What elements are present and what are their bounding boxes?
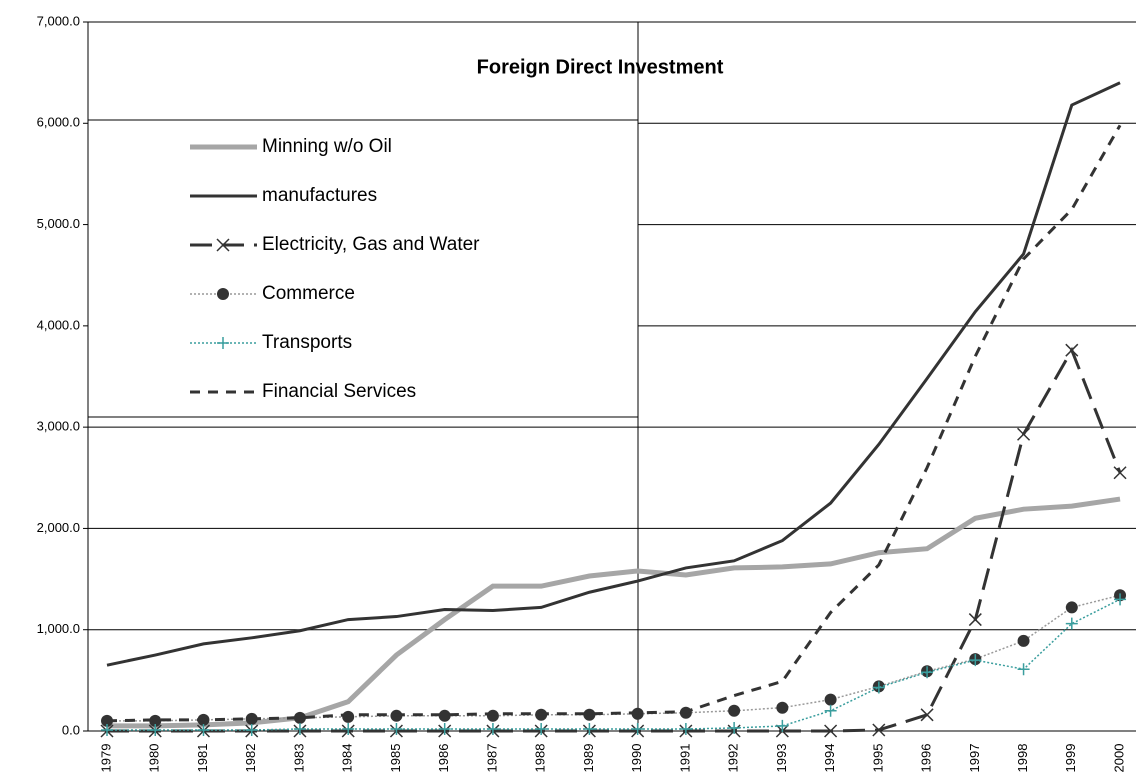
marker	[342, 710, 355, 723]
legend-label: Commerce	[262, 283, 355, 304]
marker	[342, 722, 355, 735]
legend-label: manufactures	[262, 185, 377, 206]
marker	[293, 722, 306, 735]
x-tick-label: 1980	[147, 744, 162, 773]
x-tick-label: 1992	[726, 744, 741, 773]
marker	[438, 722, 451, 735]
marker	[1114, 593, 1127, 606]
x-tick-label: 1986	[436, 744, 451, 773]
marker	[149, 723, 162, 736]
marker	[969, 654, 982, 667]
x-tick-label: 1989	[581, 744, 596, 773]
marker	[728, 704, 741, 717]
marker	[438, 709, 451, 722]
marker	[872, 723, 886, 737]
marker	[1065, 617, 1078, 630]
x-tick-label: 1996	[919, 744, 934, 773]
marker	[824, 704, 837, 717]
legend-box	[87, 119, 639, 418]
x-tick-label: 1999	[1063, 744, 1078, 773]
legend-label: Electricity, Gas and Water	[262, 234, 480, 255]
marker	[486, 709, 499, 722]
y-tick-label: 1,000.0	[37, 621, 80, 636]
x-tick-label: 1983	[291, 744, 306, 773]
marker	[245, 723, 258, 736]
marker	[583, 722, 596, 735]
marker	[824, 693, 837, 706]
series-line	[106, 124, 1122, 723]
plot	[100, 81, 1127, 738]
x-tick-label: 1985	[388, 744, 403, 773]
x-tick-label: 1991	[677, 744, 692, 773]
marker	[197, 723, 210, 736]
y-tick-label: 0.0	[62, 722, 80, 737]
marker	[920, 708, 934, 722]
marker	[968, 613, 982, 627]
x-tick-label: 1987	[484, 744, 499, 773]
marker	[217, 337, 229, 349]
series-line	[107, 598, 1121, 731]
x-tick-label: 1997	[967, 744, 982, 773]
marker	[728, 721, 741, 734]
marker	[1065, 343, 1079, 357]
x-tick-label: 2000	[1111, 744, 1126, 773]
series-line	[107, 496, 1121, 729]
y-tick-label: 5,000.0	[37, 216, 80, 231]
marker	[217, 288, 229, 300]
x-tick-label: 1982	[243, 744, 258, 773]
marker	[293, 711, 306, 724]
marker	[1113, 466, 1127, 480]
marker	[776, 719, 789, 732]
legend-label: Transports	[262, 332, 352, 353]
marker	[583, 708, 596, 721]
x-tick-label: 1995	[870, 744, 885, 773]
marker	[679, 722, 692, 735]
y-tick-label: 6,000.0	[37, 115, 80, 130]
chart-title: Foreign Direct Investment	[477, 56, 724, 78]
marker	[631, 722, 644, 735]
marker	[921, 666, 934, 679]
marker	[824, 724, 838, 738]
y-tick-label: 7,000.0	[37, 13, 80, 28]
x-tick-label: 1998	[1015, 744, 1030, 773]
marker	[872, 681, 885, 694]
series-line	[106, 81, 1121, 667]
x-tick-label: 1984	[340, 744, 355, 773]
marker	[1017, 634, 1030, 647]
marker	[486, 722, 499, 735]
marker	[776, 701, 789, 714]
x-tick-label: 1990	[629, 744, 644, 773]
marker	[1017, 427, 1031, 441]
marker	[1065, 601, 1078, 614]
y-tick-label: 3,000.0	[37, 419, 80, 434]
marker	[101, 723, 113, 736]
x-tick-label: 1988	[533, 744, 548, 773]
x-tick-label: 1979	[98, 744, 113, 773]
series-line	[107, 346, 1122, 733]
marker	[149, 714, 162, 727]
legend: Minning w/o Oil manufactures Electricity, …	[87, 119, 639, 418]
x-tick-label: 1993	[774, 744, 789, 773]
marker	[535, 722, 548, 735]
marker	[390, 722, 403, 735]
legend-label: Financial Services	[262, 381, 416, 402]
legend-label: Minning w/o Oil	[262, 136, 392, 157]
x-tick-label: 1981	[195, 744, 210, 773]
y-tick-label: 4,000.0	[37, 317, 80, 332]
marker	[1017, 663, 1030, 676]
y-tick-label: 2,000.0	[37, 520, 80, 535]
marker	[216, 238, 230, 252]
x-tick-label: 1994	[822, 744, 837, 773]
